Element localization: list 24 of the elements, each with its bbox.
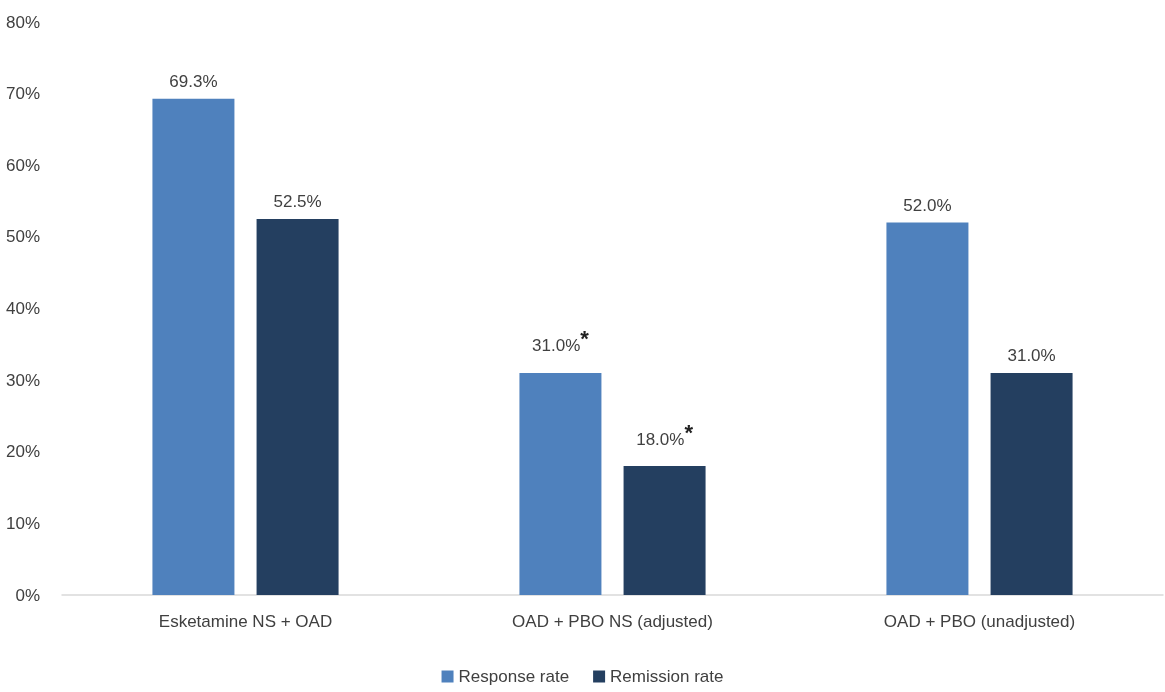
bar (152, 98, 235, 595)
y-tick-label: 20% (5, 442, 40, 462)
bar (886, 222, 969, 595)
y-tick-label: 80% (5, 12, 40, 32)
data-label: 31.0% (1007, 345, 1056, 365)
x-tick-label: OAD + PBO (unadjusted) (883, 612, 1076, 631)
legend-label: Remission rate (610, 667, 724, 686)
bar (256, 218, 339, 595)
y-tick-label: 50% (5, 227, 40, 247)
y-tick-label: 40% (5, 299, 40, 318)
data-label: 52.0% (903, 195, 952, 215)
y-tick-label: 0% (15, 585, 40, 605)
bar (519, 372, 602, 595)
y-tick-label: 10% (5, 513, 40, 533)
y-tick-label: 30% (5, 370, 40, 390)
data-label: 69.3% (169, 71, 218, 91)
bar (623, 466, 706, 595)
y-tick-label: 70% (5, 84, 40, 104)
data-label: 52.5% (273, 191, 322, 211)
legend-label: Response rate (458, 667, 570, 686)
y-tick-label: 60% (5, 155, 40, 175)
x-tick-label: OAD + PBO NS (adjusted) (512, 612, 713, 631)
x-tick-label: Esketamine NS + OAD (158, 612, 333, 631)
bar (990, 372, 1073, 595)
